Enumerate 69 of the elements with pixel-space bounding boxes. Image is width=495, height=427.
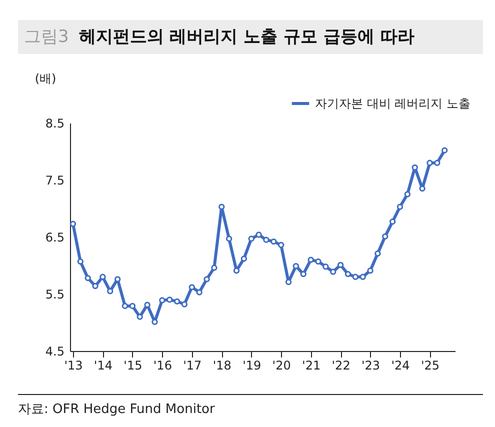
text: 자료: OFR Hedge Fund Monitor — [18, 394, 483, 418]
x-tick-label: '15 — [124, 358, 142, 372]
point — [292, 262, 300, 270]
point — [412, 164, 418, 171]
x-tick-label: '25 — [420, 358, 440, 372]
point — [233, 268, 240, 274]
point — [270, 238, 277, 245]
point — [122, 302, 128, 310]
point — [404, 191, 411, 198]
point — [204, 276, 210, 282]
point — [77, 258, 84, 265]
point — [100, 274, 106, 280]
point — [442, 147, 448, 154]
x-tick-label: '19 — [242, 358, 262, 372]
point — [211, 264, 218, 271]
x-tick-label: '13 — [64, 358, 83, 372]
y-tick-label: 8.5 — [45, 116, 64, 130]
point — [344, 270, 352, 278]
legend-label: 자기자본 대비 레버리지 노출 — [315, 96, 470, 110]
x-tick-label: '22 — [332, 358, 350, 372]
x-tick-label: '24 — [391, 358, 410, 372]
point — [389, 218, 396, 225]
point — [285, 278, 292, 286]
point — [315, 258, 322, 265]
point — [196, 289, 202, 296]
point — [226, 236, 232, 242]
x-tick-label: '16 — [153, 358, 172, 372]
y-tick-label: 5.5 — [45, 288, 64, 302]
point — [337, 262, 344, 268]
point — [278, 242, 284, 248]
point — [263, 236, 270, 243]
point — [367, 268, 374, 274]
point — [396, 204, 404, 210]
point — [136, 314, 143, 320]
x-tick-label: '17 — [183, 358, 202, 372]
point — [181, 301, 188, 308]
x-tick-label: '21 — [302, 358, 321, 372]
point — [426, 160, 433, 166]
point — [256, 232, 262, 238]
point — [322, 264, 329, 270]
point — [218, 204, 225, 210]
point — [352, 274, 358, 280]
point — [159, 297, 166, 304]
point — [434, 160, 440, 166]
x-tick-label: '23 — [361, 358, 380, 372]
point — [92, 282, 98, 290]
y-tick-label: 4.5 — [45, 344, 64, 358]
point — [129, 302, 136, 310]
x-tick-label: '18 — [212, 358, 232, 372]
point — [84, 274, 91, 282]
x-tick-label: '14 — [94, 358, 112, 372]
point — [248, 236, 254, 242]
chart-title: 그림3 헤지펀드의 레버리지 노출 규모 급등에 따라 — [24, 27, 414, 47]
point — [374, 250, 381, 257]
point — [308, 256, 314, 263]
point — [174, 298, 180, 304]
point — [382, 233, 388, 240]
point — [188, 284, 195, 290]
point — [70, 220, 76, 227]
point — [300, 270, 306, 278]
y-tick-label: 6.5 — [45, 230, 64, 244]
point — [114, 276, 121, 282]
point — [240, 256, 248, 262]
x-tick-label: '20 — [272, 358, 291, 372]
y-axis-title: (배) — [34, 72, 56, 86]
y-tick-label: 7.5 — [45, 174, 64, 188]
point — [330, 268, 336, 275]
point — [166, 296, 173, 303]
point — [360, 274, 366, 280]
